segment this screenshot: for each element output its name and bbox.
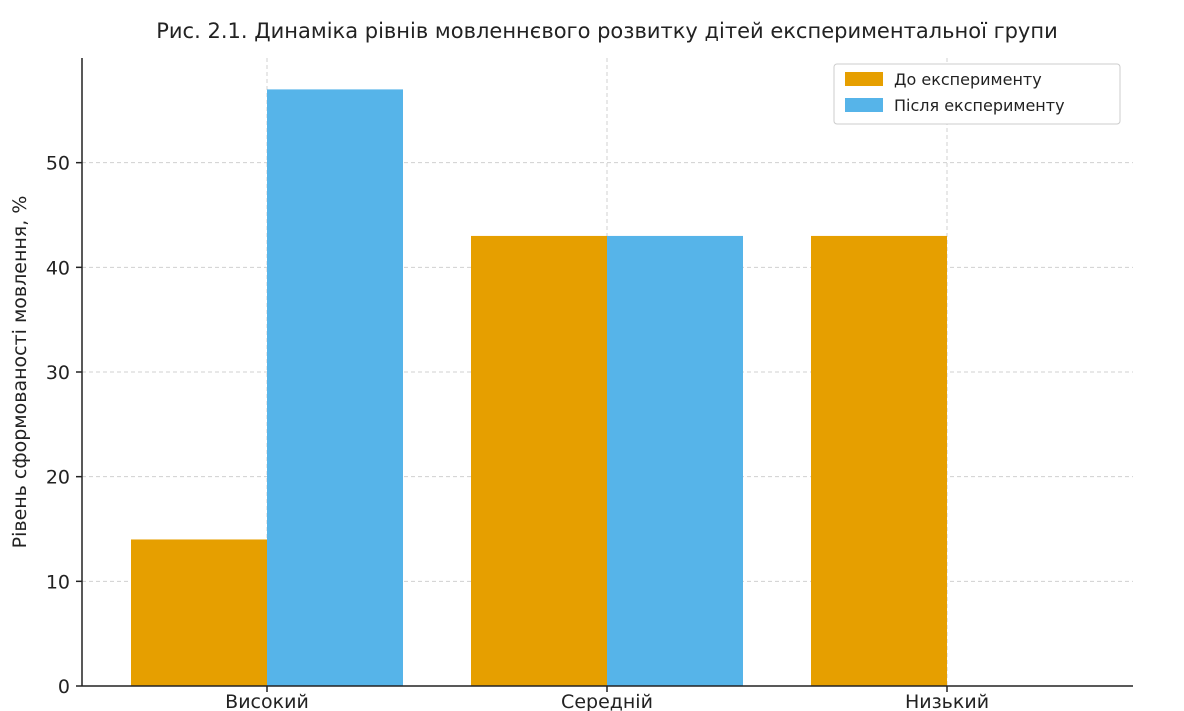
chart-title: Рис. 2.1. Динаміка рівнів мовленнєвого р… [156, 19, 1058, 43]
y-tick-label-1: 10 [46, 571, 70, 593]
y-tick-label-0: 0 [58, 676, 70, 698]
y-tick-label-5: 50 [46, 153, 70, 175]
x-tick-label-1: Середній [561, 691, 653, 711]
bar-before-0 [131, 539, 267, 686]
bar-before-2 [811, 235, 947, 686]
legend-swatch-1 [845, 98, 883, 112]
y-tick-label-4: 40 [46, 257, 70, 279]
bar-after-1 [607, 235, 743, 686]
bar-before-1 [471, 235, 607, 686]
legend-swatch-0 [845, 72, 883, 86]
bars [131, 89, 947, 686]
legend: До експерименту Після експерименту [833, 63, 1121, 125]
y-axis-label: Рівень сформованості мовлення, % [9, 196, 31, 549]
bar-after-0 [267, 89, 403, 686]
legend-label-1: Після експерименту [894, 96, 1065, 115]
tick-labels: 0 10 20 30 40 50 Високий Середній Низький [46, 153, 989, 711]
legend-label-0: До експерименту [894, 70, 1042, 89]
y-tick-label-2: 20 [46, 467, 70, 489]
legend-box [833, 63, 1121, 125]
axes [76, 58, 1133, 692]
x-tick-label-0: Високий [225, 691, 309, 711]
y-tick-label-3: 30 [46, 362, 70, 384]
x-tick-label-2: Низький [905, 691, 989, 711]
